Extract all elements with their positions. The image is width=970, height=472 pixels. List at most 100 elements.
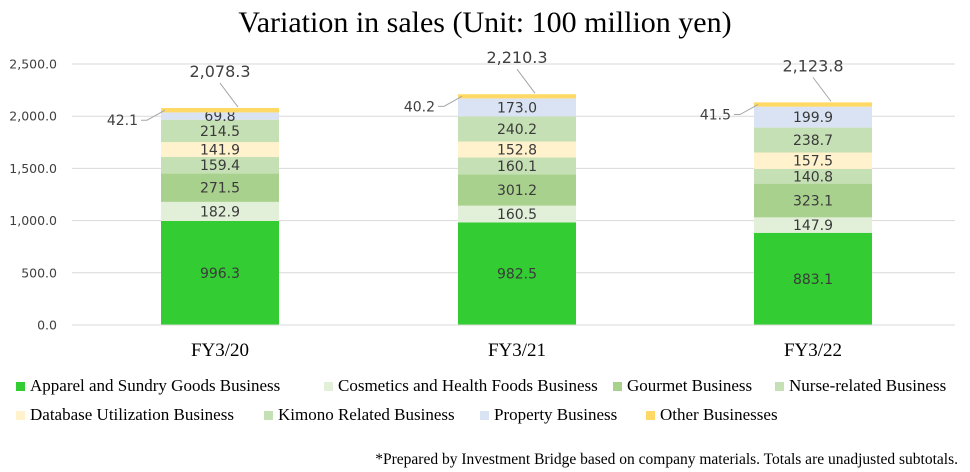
bar-segment — [754, 127, 872, 153]
data-label: 214.5 — [200, 124, 240, 140]
data-label: 159.4 — [200, 158, 240, 174]
leader-line — [141, 109, 166, 121]
legend-swatch — [16, 382, 25, 391]
bar-segment — [458, 174, 576, 206]
total-leader-line — [516, 68, 536, 94]
data-label: 173.0 — [497, 100, 537, 116]
total-leader-line — [812, 77, 832, 102]
legend-item: Cosmetics and Health Foods Business — [324, 376, 598, 395]
legend-label: Other Businesses — [660, 405, 778, 424]
bar-segment — [458, 141, 576, 158]
bar-segment — [754, 183, 872, 218]
bar-segment — [754, 106, 872, 128]
bar-segment — [754, 152, 872, 169]
y-axis: 0.0 500.0 1,000.0 1,500.0 2,000.0 2,500.0 — [9, 57, 57, 333]
data-label: 271.5 — [200, 181, 240, 197]
y-tick-label: 500.0 — [21, 265, 57, 280]
y-tick-label: 0.0 — [37, 318, 57, 333]
data-label: 238.7 — [793, 133, 833, 149]
y-tick-label: 2,000.0 — [9, 109, 57, 124]
data-label: 182.9 — [200, 204, 240, 220]
data-label: 160.1 — [497, 159, 537, 175]
bar-segment — [161, 156, 279, 174]
data-label: 982.5 — [497, 267, 537, 283]
data-label: 140.8 — [793, 169, 833, 185]
legend-label: Nurse-related Business — [789, 376, 946, 395]
data-label: 69.8 — [204, 109, 235, 125]
bar-segment — [458, 116, 576, 142]
legend-item: Nurse-related Business — [775, 376, 946, 395]
bar-segment — [161, 119, 279, 143]
legend-swatch — [480, 411, 489, 420]
legend-item: Database Utilization Business — [16, 405, 234, 424]
legend-label: Property Business — [494, 405, 617, 424]
data-label: 42.1 — [107, 113, 138, 129]
data-label: 40.2 — [404, 99, 435, 115]
x-axis: FY3/20 FY3/21 FY3/22 — [72, 324, 955, 361]
bar-segment — [754, 217, 872, 233]
total-label: 2,123.8 — [782, 56, 843, 75]
bar-segment — [458, 94, 576, 99]
legend: Apparel and Sundry Goods Business Cosmeti… — [16, 376, 946, 424]
data-label: 160.5 — [497, 207, 537, 223]
bar-segment — [754, 168, 872, 184]
leader-line — [734, 104, 759, 116]
bar-segment — [458, 222, 576, 325]
bar-segment — [161, 173, 279, 202]
data-label: 240.2 — [497, 122, 537, 138]
y-tick-label: 1,000.0 — [9, 213, 57, 228]
leader-line — [438, 95, 463, 107]
x-tick-label: FY3/20 — [191, 340, 249, 361]
legend-item: Kimono Related Business — [264, 405, 455, 424]
bar-segment — [458, 205, 576, 223]
bar-segment — [458, 157, 576, 175]
total-label: 2,210.3 — [486, 48, 547, 67]
bar-segment — [161, 142, 279, 157]
bar-segment — [161, 220, 279, 325]
data-label: 157.5 — [793, 154, 833, 170]
legend-label: Cosmetics and Health Foods Business — [338, 376, 598, 395]
legend-label: Gourmet Business — [627, 376, 752, 395]
bar-segment — [161, 201, 279, 221]
bar-segment — [754, 232, 872, 325]
bar-segment — [458, 98, 576, 117]
chart-title: Variation in sales (Unit: 100 million ye… — [238, 6, 731, 39]
data-label: 141.9 — [200, 142, 240, 158]
legend-swatch — [16, 411, 25, 420]
legend-swatch — [775, 382, 784, 391]
legend-label: Kimono Related Business — [278, 405, 455, 424]
total-leader-line — [219, 82, 239, 108]
y-tick-label: 1,500.0 — [9, 161, 57, 176]
data-label: 152.8 — [497, 143, 537, 159]
footnote: *Prepared by Investment Bridge based on … — [375, 451, 958, 468]
data-label: 199.9 — [793, 110, 833, 126]
data-label: 301.2 — [497, 183, 537, 199]
legend-item: Apparel and Sundry Goods Business — [16, 376, 280, 395]
bar-segment — [754, 102, 872, 107]
x-tick-label: FY3/22 — [784, 340, 842, 361]
data-label: 41.5 — [700, 108, 731, 124]
legend-label: Database Utilization Business — [30, 405, 234, 424]
legend-label: Apparel and Sundry Goods Business — [30, 376, 280, 395]
bar-segment — [161, 112, 279, 120]
legend-swatch — [646, 411, 655, 420]
bar-segment — [161, 108, 279, 113]
data-label: 883.1 — [793, 272, 833, 288]
legend-swatch — [264, 411, 273, 420]
data-label: 147.9 — [793, 218, 833, 234]
data-label: 996.3 — [200, 266, 240, 282]
legend-item: Other Businesses — [646, 405, 778, 424]
y-tick-label: 2,500.0 — [9, 57, 57, 72]
legend-item: Gourmet Business — [613, 376, 752, 395]
legend-swatch — [613, 382, 622, 391]
legend-item: Property Business — [480, 405, 617, 424]
data-label: 323.1 — [793, 193, 833, 209]
x-tick-label: FY3/21 — [488, 340, 546, 361]
legend-swatch — [324, 382, 333, 391]
total-label: 2,078.3 — [189, 62, 250, 81]
